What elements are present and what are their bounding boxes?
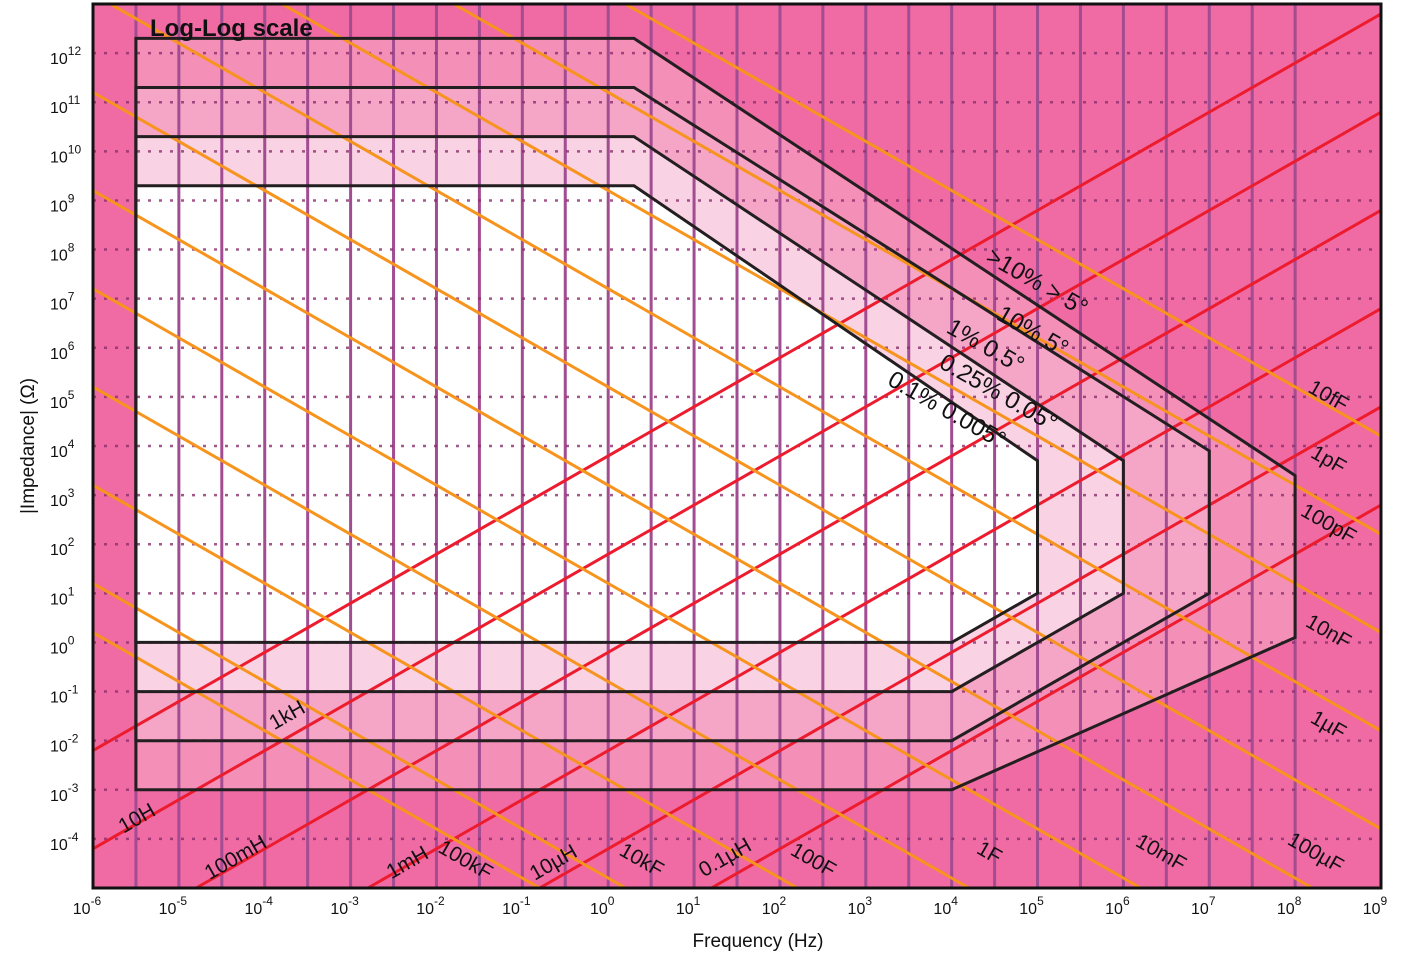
capacitance-line [109,2,1382,733]
region-border-2 [134,135,1125,694]
region-border-0 [134,36,1297,792]
x-tick-label: 105 [1019,894,1044,918]
capacitance-line [92,483,799,890]
inductance-line [92,110,1382,851]
capacitance-line [92,631,541,890]
y-tick-label: 101 [50,584,75,608]
x-tick-label: 103 [848,894,873,918]
capacitance-line [92,287,1142,890]
x-tick-label: 106 [1105,894,1130,918]
y-tick-label: 1012 [50,44,81,68]
inductance-line [538,405,1382,890]
capacitance-line [453,2,1382,536]
x-tick-label: 107 [1191,894,1216,918]
y-tick-label: 107 [50,290,75,314]
x-tick-label: 108 [1277,894,1302,918]
y-tick-label: 10-4 [50,830,79,854]
x-tick-label: 10-1 [502,894,531,918]
y-axis-ticks: 1012 1011 1010 109 108 107 106 105 104 103 102 101 1… [50,44,81,854]
y-tick-label: 100 [50,633,75,657]
y-tick-label: 1010 [50,142,81,166]
chart-title: Log-Log scale [150,15,313,42]
y-axis-title: |Impedance| (Ω) [18,378,39,514]
capacitance-line [92,385,970,890]
capacitance-line [281,2,1382,634]
x-tick-label: 10-5 [159,894,188,918]
capacitance-line [92,582,627,890]
y-tick-label: 102 [50,535,75,559]
plot-frame [91,2,1383,890]
capacitance-line [624,2,1382,438]
x-tick-label: 104 [933,894,958,918]
reference-lines [92,2,1382,890]
y-tick-label: 10-2 [50,732,79,756]
y-tick-label: 104 [50,437,75,461]
y-tick-label: 109 [50,191,75,215]
region-border-3 [134,184,1039,644]
y-tick-label: 10-3 [50,781,79,805]
x-tick-label: 10-3 [330,894,359,918]
x-tick-label: 101 [676,894,701,918]
y-tick-label: 1011 [50,93,81,117]
x-tick-label: 10-2 [416,894,445,918]
inductance-line [367,307,1382,890]
region-border-1 [134,86,1211,743]
y-tick-label: 108 [50,241,75,265]
y-tick-label: 105 [50,388,75,412]
inductance-line [92,12,1382,752]
x-axis-ticks: 10-6 10-5 10-4 10-3 10-2 10-1 100 101 102 103 104 1… [73,894,1388,918]
x-tick-label: 100 [590,894,615,918]
x-axis-title: Frequency (Hz) [693,931,824,952]
region-fill-3 [135,185,1038,643]
y-tick-label: 10-1 [50,683,79,707]
x-tick-label: 109 [1363,894,1388,918]
x-tick-label: 10-4 [244,894,273,918]
y-tick-label: 106 [50,339,75,363]
x-tick-label: 102 [762,894,787,918]
capacitance-line [92,189,1314,890]
y-tick-label: 103 [50,486,75,510]
capacitance-line [92,91,1382,831]
region-borders [134,36,1297,792]
x-tick-label: 10-6 [73,894,102,918]
